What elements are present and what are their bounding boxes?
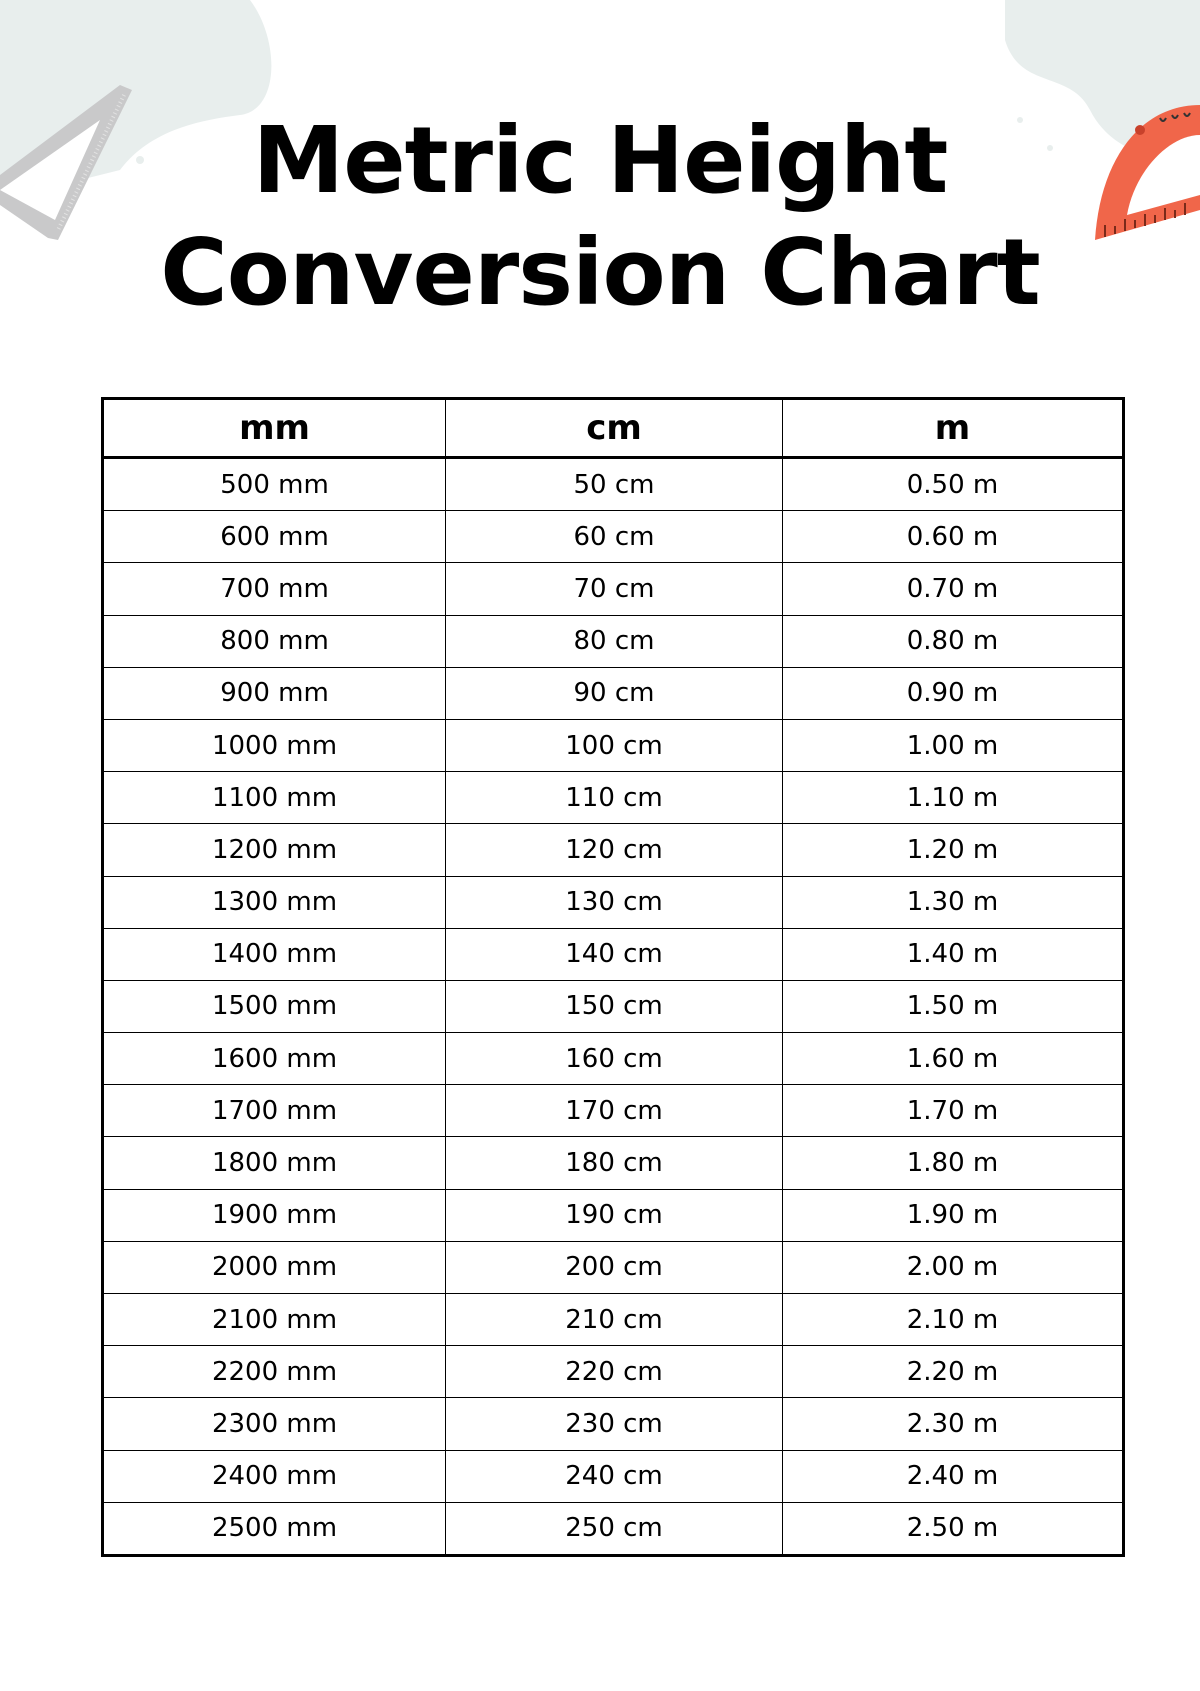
cell-mm: 1700 mm bbox=[101, 1084, 447, 1138]
header-row: mm cm m bbox=[101, 398, 1124, 459]
cell-m: 1.20 m bbox=[782, 823, 1124, 877]
cell-cm: 150 cm bbox=[445, 979, 783, 1034]
table-row: 1500 mm 150 cm 1.50 m bbox=[101, 979, 1124, 1034]
table-row: 800 mm 80 cm 0.80 m bbox=[101, 614, 1124, 668]
cell-mm: 600 mm bbox=[101, 510, 447, 564]
cell-mm: 1000 mm bbox=[101, 718, 447, 773]
cell-cm: 220 cm bbox=[445, 1345, 783, 1399]
background-blob-right bbox=[1005, 0, 1200, 155]
cell-m: 1.00 m bbox=[782, 718, 1124, 773]
cell-cm: 170 cm bbox=[445, 1084, 783, 1138]
cell-m: 1.90 m bbox=[782, 1188, 1124, 1242]
cell-cm: 50 cm bbox=[445, 456, 783, 512]
cell-m: 2.10 m bbox=[782, 1292, 1124, 1347]
cell-m: 0.90 m bbox=[782, 666, 1124, 720]
set-square-ruler-icon bbox=[0, 85, 132, 240]
conversion-table: mm cm m 500 mm 50 cm 0.50 m 600 mm 60 cm 0.60… bbox=[101, 397, 1125, 1557]
table-row: 1700 mm 170 cm 1.70 m bbox=[101, 1084, 1124, 1138]
cell-mm: 1100 mm bbox=[101, 771, 447, 825]
cell-cm: 100 cm bbox=[445, 718, 783, 773]
cell-m: 2.30 m bbox=[782, 1397, 1124, 1451]
table-row: 2000 mm 200 cm 2.00 m bbox=[101, 1240, 1124, 1295]
table-row: 900 mm 90 cm 0.90 m bbox=[101, 666, 1124, 720]
cell-m: 2.20 m bbox=[782, 1345, 1124, 1399]
cell-mm: 1200 mm bbox=[101, 823, 447, 877]
cell-mm: 2500 mm bbox=[101, 1501, 447, 1556]
table-row: 1100 mm 110 cm 1.10 m bbox=[101, 771, 1124, 825]
cell-mm: 1900 mm bbox=[101, 1188, 447, 1242]
table-row: 2100 mm 210 cm 2.10 m bbox=[101, 1292, 1124, 1347]
table-row: 1400 mm 140 cm 1.40 m bbox=[101, 927, 1124, 981]
cell-m: 0.60 m bbox=[782, 510, 1124, 564]
cell-m: 0.50 m bbox=[782, 456, 1124, 512]
cell-cm: 60 cm bbox=[445, 510, 783, 564]
cell-cm: 110 cm bbox=[445, 771, 783, 825]
cell-mm: 2100 mm bbox=[101, 1292, 447, 1347]
cell-mm: 900 mm bbox=[101, 666, 447, 720]
cell-cm: 80 cm bbox=[445, 614, 783, 668]
table-row: 1200 mm 120 cm 1.20 m bbox=[101, 823, 1124, 877]
table-row: 1300 mm 130 cm 1.30 m bbox=[101, 875, 1124, 929]
table-row: 700 mm 70 cm 0.70 m bbox=[101, 562, 1124, 616]
cell-m: 0.80 m bbox=[782, 614, 1124, 668]
cell-cm: 130 cm bbox=[445, 875, 783, 929]
table-row: 1900 mm 190 cm 1.90 m bbox=[101, 1188, 1124, 1242]
cell-m: 2.00 m bbox=[782, 1240, 1124, 1295]
cell-m: 0.70 m bbox=[782, 562, 1124, 616]
page-title: Metric Height Conversion Chart bbox=[0, 105, 1200, 329]
table-row: 2400 mm 240 cm 2.40 m bbox=[101, 1449, 1124, 1503]
cell-m: 1.30 m bbox=[782, 875, 1124, 929]
cell-cm: 210 cm bbox=[445, 1292, 783, 1347]
cell-mm: 1600 mm bbox=[101, 1032, 447, 1086]
cell-cm: 230 cm bbox=[445, 1397, 783, 1451]
cell-mm: 2400 mm bbox=[101, 1449, 447, 1503]
table-row: 1800 mm 180 cm 1.80 m bbox=[101, 1136, 1124, 1190]
table-row: 600 mm 60 cm 0.60 m bbox=[101, 510, 1124, 564]
cell-cm: 190 cm bbox=[445, 1188, 783, 1242]
table-row: 500 mm 50 cm 0.50 m bbox=[101, 456, 1124, 512]
cell-mm: 1400 mm bbox=[101, 927, 447, 981]
table-row: 2200 mm 220 cm 2.20 m bbox=[101, 1345, 1124, 1399]
cell-m: 1.60 m bbox=[782, 1032, 1124, 1086]
cell-mm: 700 mm bbox=[101, 562, 447, 616]
table-row: 2300 mm 230 cm 2.30 m bbox=[101, 1397, 1124, 1451]
cell-cm: 160 cm bbox=[445, 1032, 783, 1086]
cell-m: 1.80 m bbox=[782, 1136, 1124, 1190]
cell-m: 1.10 m bbox=[782, 771, 1124, 825]
cell-m: 1.40 m bbox=[782, 927, 1124, 981]
cell-mm: 2200 mm bbox=[101, 1345, 447, 1399]
cell-mm: 800 mm bbox=[101, 614, 447, 668]
cell-m: 2.50 m bbox=[782, 1501, 1124, 1556]
cell-cm: 70 cm bbox=[445, 562, 783, 616]
cell-m: 1.70 m bbox=[782, 1084, 1124, 1138]
cell-cm: 180 cm bbox=[445, 1136, 783, 1190]
header-mm: mm bbox=[101, 398, 447, 459]
cell-cm: 140 cm bbox=[445, 927, 783, 981]
cell-cm: 120 cm bbox=[445, 823, 783, 877]
table-row: 1600 mm 160 cm 1.60 m bbox=[101, 1032, 1124, 1086]
title-line-2: Conversion Chart bbox=[160, 219, 1040, 326]
cell-m: 2.40 m bbox=[782, 1449, 1124, 1503]
cell-mm: 500 mm bbox=[101, 456, 447, 512]
cell-mm: 1300 mm bbox=[101, 875, 447, 929]
cell-cm: 200 cm bbox=[445, 1240, 783, 1295]
title-line-1: Metric Height bbox=[252, 107, 949, 214]
protractor-icon bbox=[1095, 105, 1200, 240]
cell-cm: 90 cm bbox=[445, 666, 783, 720]
cell-cm: 240 cm bbox=[445, 1449, 783, 1503]
cell-mm: 1500 mm bbox=[101, 979, 447, 1034]
header-m: m bbox=[782, 398, 1124, 459]
cell-cm: 250 cm bbox=[445, 1501, 783, 1556]
table-row: 1000 mm 100 cm 1.00 m bbox=[101, 718, 1124, 773]
cell-mm: 2000 mm bbox=[101, 1240, 447, 1295]
header-cm: cm bbox=[445, 398, 783, 459]
cell-mm: 2300 mm bbox=[101, 1397, 447, 1451]
cell-m: 1.50 m bbox=[782, 979, 1124, 1034]
cell-mm: 1800 mm bbox=[101, 1136, 447, 1190]
table-row: 2500 mm 250 cm 2.50 m bbox=[101, 1501, 1124, 1556]
